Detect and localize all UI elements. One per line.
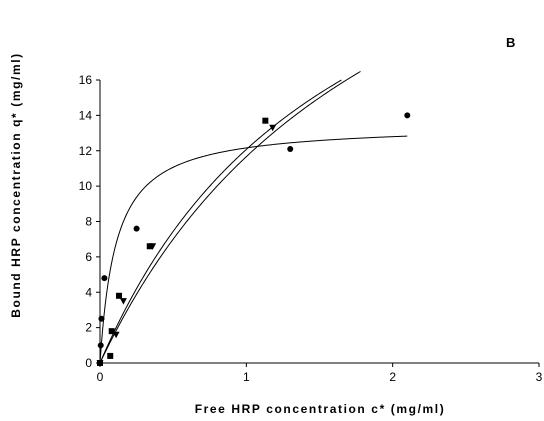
circle-point	[98, 315, 105, 322]
circle-point	[101, 275, 108, 282]
y-tick-label: 8	[85, 215, 92, 229]
x-tick-label: 2	[389, 370, 396, 384]
y-tick-label: 0	[85, 356, 92, 370]
y-axis-label: Bound HRP concentration q* (mg/ml)	[9, 52, 23, 318]
fit-curve	[99, 79, 342, 364]
square-point	[108, 328, 115, 335]
triangle-point	[119, 298, 127, 305]
x-tick-label: 0	[97, 370, 104, 384]
y-tick-label: 2	[85, 321, 92, 335]
circle-point	[97, 342, 104, 349]
y-tick-label: 16	[79, 73, 93, 87]
x-axis-label: Free HRP concentration c* (mg/ml)	[195, 402, 446, 416]
square-point	[262, 117, 269, 124]
panel-label: B	[506, 35, 515, 50]
data-points	[96, 112, 411, 367]
y-tick-label: 4	[85, 285, 92, 299]
square-point	[107, 352, 114, 359]
y-tick-label: 6	[85, 250, 92, 264]
fit-curve	[99, 71, 361, 364]
square-point	[116, 292, 123, 299]
triangle-point	[149, 243, 157, 250]
x-tick-label: 1	[243, 370, 250, 384]
fit-curve	[99, 135, 408, 364]
circle-point	[133, 225, 140, 232]
triangle-point	[269, 124, 277, 132]
y-tick-label: 10	[79, 179, 93, 193]
x-tick-label: 3	[536, 370, 543, 384]
circle-point	[404, 112, 411, 119]
y-tick-label: 12	[79, 144, 93, 158]
triangle-point	[96, 360, 104, 367]
triangle-point	[112, 331, 120, 339]
square-point	[146, 243, 153, 250]
fit-curves	[99, 71, 408, 364]
circle-point	[287, 145, 294, 152]
y-tick-label: 14	[79, 108, 93, 122]
